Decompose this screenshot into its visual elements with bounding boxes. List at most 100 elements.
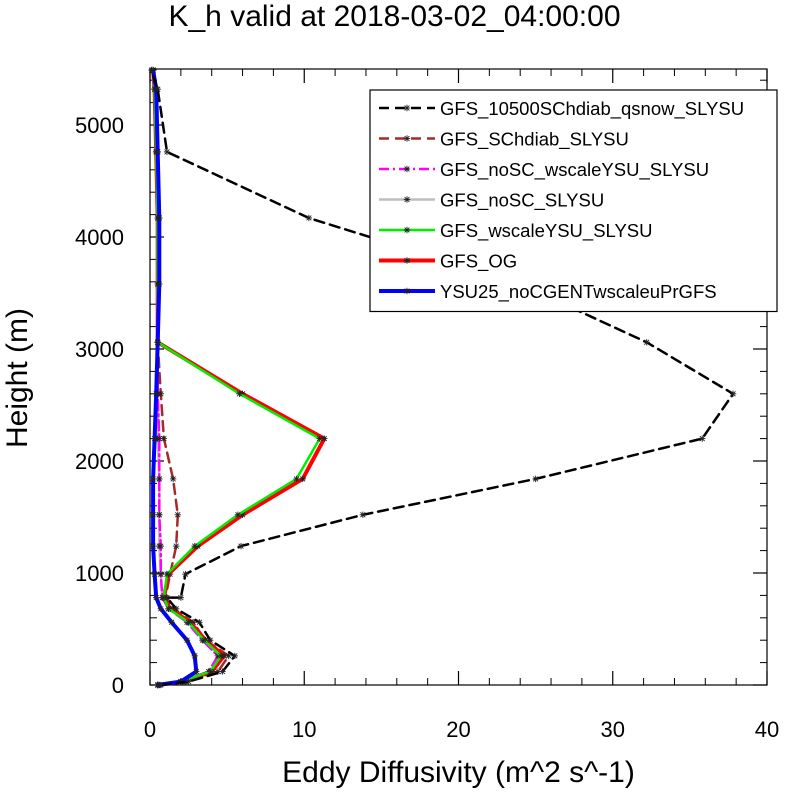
series-marker-d2 — [158, 391, 164, 397]
y-tick-label: 2000 — [75, 449, 124, 474]
series-point — [163, 594, 171, 601]
series-point — [177, 594, 185, 601]
legend-item: GFS_noSC_SLYSU — [379, 190, 604, 212]
series-marker-d2 — [164, 149, 170, 155]
series-point — [643, 339, 650, 346]
series-point — [532, 475, 539, 483]
y-tick-label: 5000 — [75, 113, 124, 138]
series-point — [156, 280, 163, 288]
series-marker-d2 — [158, 543, 164, 549]
legend-marker — [403, 287, 411, 295]
series-marker-d2 — [156, 281, 162, 287]
series-marker-d2 — [173, 543, 179, 549]
series-point — [173, 542, 180, 550]
series-marker-d2 — [170, 476, 176, 482]
series-marker-d2 — [150, 476, 156, 482]
series-marker-d2 — [316, 435, 323, 442]
series-point — [156, 511, 163, 518]
series-point — [191, 652, 198, 660]
legend-item: GFS_OG — [379, 251, 517, 273]
series-point — [157, 570, 164, 578]
series-marker-d2 — [153, 594, 159, 601]
series-marker-d2 — [193, 668, 199, 675]
x-tick-label: 40 — [755, 717, 779, 742]
series-marker-d2 — [404, 166, 410, 172]
series-point — [185, 619, 192, 626]
series-line — [151, 68, 199, 687]
series-point — [149, 542, 157, 550]
legend-label: YSU25_noCGENTwscaleuPrGFS — [440, 281, 717, 303]
series-marker-d2 — [153, 391, 159, 397]
series-marker-d2 — [154, 86, 161, 92]
x-axis-label: Eddy Diffusivity (m^2 s^-1) — [282, 756, 635, 789]
legend-marker — [403, 104, 411, 112]
series-point — [156, 435, 163, 442]
legend-marker — [403, 257, 411, 264]
series-point — [305, 214, 313, 222]
series-marker-d2 — [148, 67, 155, 73]
series-point — [729, 390, 737, 397]
series-point — [160, 435, 168, 442]
series-point — [200, 637, 208, 644]
y-tick-label: 1000 — [75, 561, 124, 586]
series-marker-d2 — [404, 135, 410, 142]
series-marker-d2 — [360, 512, 366, 518]
series-point — [299, 475, 306, 483]
series-marker-d2 — [699, 435, 705, 442]
y-axis-label: Height (m) — [1, 307, 34, 449]
series-marker-d2 — [196, 619, 203, 625]
series-point — [174, 511, 181, 518]
series-point — [163, 148, 171, 156]
series-point — [149, 475, 157, 483]
series-marker-d2 — [164, 594, 170, 601]
series-marker-d2 — [158, 571, 164, 577]
series-point — [154, 339, 161, 346]
series-point — [193, 668, 200, 675]
series-marker-d2 — [404, 105, 410, 111]
series-7 — [149, 66, 200, 689]
series-point — [191, 542, 198, 550]
series-point — [217, 652, 225, 660]
series-point — [151, 570, 158, 578]
series-marker-d2 — [235, 512, 241, 518]
series-point — [219, 668, 226, 675]
series-marker-d2 — [151, 571, 158, 577]
series-marker-d2 — [156, 435, 162, 442]
series-marker-d2 — [232, 653, 238, 659]
series-point — [156, 214, 163, 222]
chart-title: K_h valid at 2018-03-02_04:00:00 — [168, 0, 621, 33]
legend-marker — [403, 165, 411, 173]
series-marker-d2 — [150, 543, 156, 549]
series-line — [151, 68, 327, 687]
series-point — [699, 435, 706, 442]
series-marker-d2 — [178, 594, 184, 601]
series-marker-d2 — [156, 512, 162, 518]
legend-marker — [403, 196, 411, 203]
series-marker-d2 — [164, 571, 170, 577]
series-marker-d2 — [201, 637, 207, 643]
series-point — [157, 605, 164, 613]
series-point — [173, 605, 180, 613]
series-marker-d2 — [218, 653, 224, 659]
series-point — [182, 570, 189, 578]
series-point — [183, 637, 191, 644]
series-layer — [148, 66, 737, 689]
x-tick-label: 30 — [601, 717, 625, 742]
legend-item: YSU25_noCGENTwscaleuPrGFS — [379, 281, 717, 303]
series-marker-d2 — [306, 215, 312, 221]
series-point — [151, 435, 158, 442]
series-point — [168, 619, 175, 626]
series-point — [154, 85, 161, 93]
series-marker-d2 — [156, 215, 162, 221]
series-marker-d2 — [643, 339, 650, 345]
series-point — [234, 511, 242, 518]
series-point — [206, 668, 214, 675]
series-point — [237, 542, 245, 550]
series-marker-d2 — [239, 512, 246, 518]
series-marker-d2 — [192, 653, 198, 659]
legend-label: GFS_SChdiab_SLYSU — [440, 129, 629, 151]
legend-label: GFS_OG — [440, 251, 517, 273]
series-marker-d2 — [207, 668, 213, 675]
legend-label: GFS_10500SChdiab_qsnow_SLYSU — [440, 98, 744, 120]
